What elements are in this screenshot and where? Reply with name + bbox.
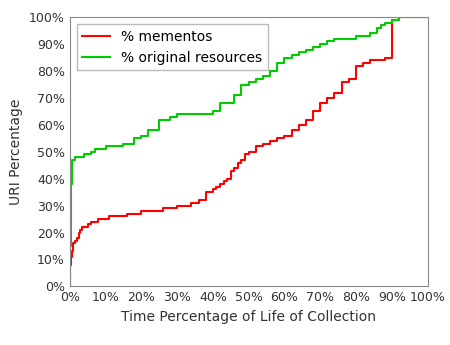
% mementos [128, 211, 133, 216]
Line: % original resources: % original resources [70, 17, 427, 286]
X-axis label: Time Percentage of Life of Collection: Time Percentage of Life of Collection [121, 310, 376, 324]
% mementos [67, 284, 72, 288]
% mementos [80, 225, 85, 229]
% original resources [267, 69, 273, 73]
Line: % mementos: % mementos [70, 17, 427, 286]
% original resources [375, 26, 380, 30]
% original resources [74, 155, 80, 159]
Y-axis label: URI Percentage: URI Percentage [9, 99, 23, 205]
% original resources [85, 152, 90, 157]
% original resources [425, 15, 430, 19]
% original resources [396, 15, 401, 19]
% mementos [425, 15, 430, 19]
% original resources [217, 101, 223, 106]
% mementos [243, 152, 248, 157]
% original resources [69, 171, 74, 175]
% mementos [260, 142, 265, 146]
% mementos [103, 217, 108, 221]
% original resources [67, 284, 72, 288]
% mementos [225, 177, 230, 181]
% mementos [396, 15, 401, 19]
Legend: % mementos, % original resources: % mementos, % original resources [76, 24, 268, 70]
